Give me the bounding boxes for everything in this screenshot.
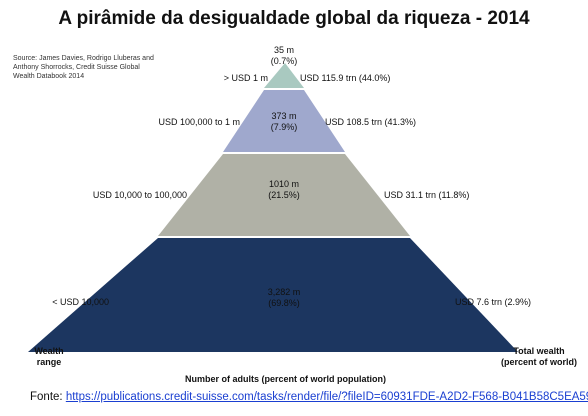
tier2-adults: 373 m (7.9%) (259, 111, 309, 133)
tier1-wealth-label: USD 115.9 trn (44.0%) (300, 73, 391, 83)
tier2-wealth-label: USD 108.5 trn (41.3%) (325, 117, 417, 127)
tier4-range-label: < USD 10,000 (52, 297, 109, 307)
chart-title: A pirâmide da desigualdade global da riq… (58, 8, 530, 29)
tier3-adults-count: 1010 m (268, 179, 300, 189)
wealth-range-axis-title: Wealth range (24, 346, 74, 368)
tier2-range-label: USD 100,000 to 1 m (158, 117, 240, 127)
footer-source: Fonte: https://publications.credit-suiss… (30, 391, 588, 403)
tier2-adults-count: 373 m (271, 111, 297, 121)
tier-shape-below-10k (28, 238, 518, 352)
source-note: Source: James Davies, Rodrigo Lluberas a… (13, 55, 154, 80)
tier3-adults-percent: (21.5%) (268, 190, 300, 200)
tier3-adults: 1010 m (21.5%) (254, 179, 314, 201)
tier2-adults-percent: (7.9%) (270, 122, 298, 132)
wealth-range-title-line2: range (36, 357, 62, 367)
tier4-adults-count: 3,282 m (267, 287, 301, 297)
tier-shape-100k-to-1m (223, 90, 345, 152)
tier4-adults: 3,282 m (69.8%) (254, 287, 314, 309)
tier1-adults-percent: (0.7%) (270, 56, 298, 66)
tier3-wealth-label: USD 31.1 trn (11.8%) (384, 190, 470, 200)
tier3-range-label: USD 10,000 to 100,000 (92, 190, 187, 200)
footer-prefix: Fonte: (30, 391, 63, 403)
wealth-range-title-line1: Wealth (34, 346, 64, 356)
tier4-wealth-label: USD 7.6 trn (2.9%) (455, 297, 532, 307)
adults-axis-title: Number of adults (percent of world popul… (185, 374, 386, 384)
tier4-adults-percent: (69.8%) (268, 298, 300, 308)
total-wealth-title-line1: Total wealth (513, 346, 565, 356)
tier1-range-label: > USD 1 m (223, 73, 268, 83)
total-wealth-axis-title: Total wealth (percent of world) (494, 346, 584, 368)
source-link[interactable]: https://publications.credit-suisse.com/t… (65, 391, 588, 403)
total-wealth-title-line2: (percent of world) (501, 357, 577, 367)
tier-shape-10k-to-100k (158, 154, 410, 236)
tier1-adults: 35 m (0.7%) (259, 45, 309, 67)
tier1-adults-count: 35 m (273, 45, 294, 55)
tier-shape-above-1m (264, 63, 304, 88)
